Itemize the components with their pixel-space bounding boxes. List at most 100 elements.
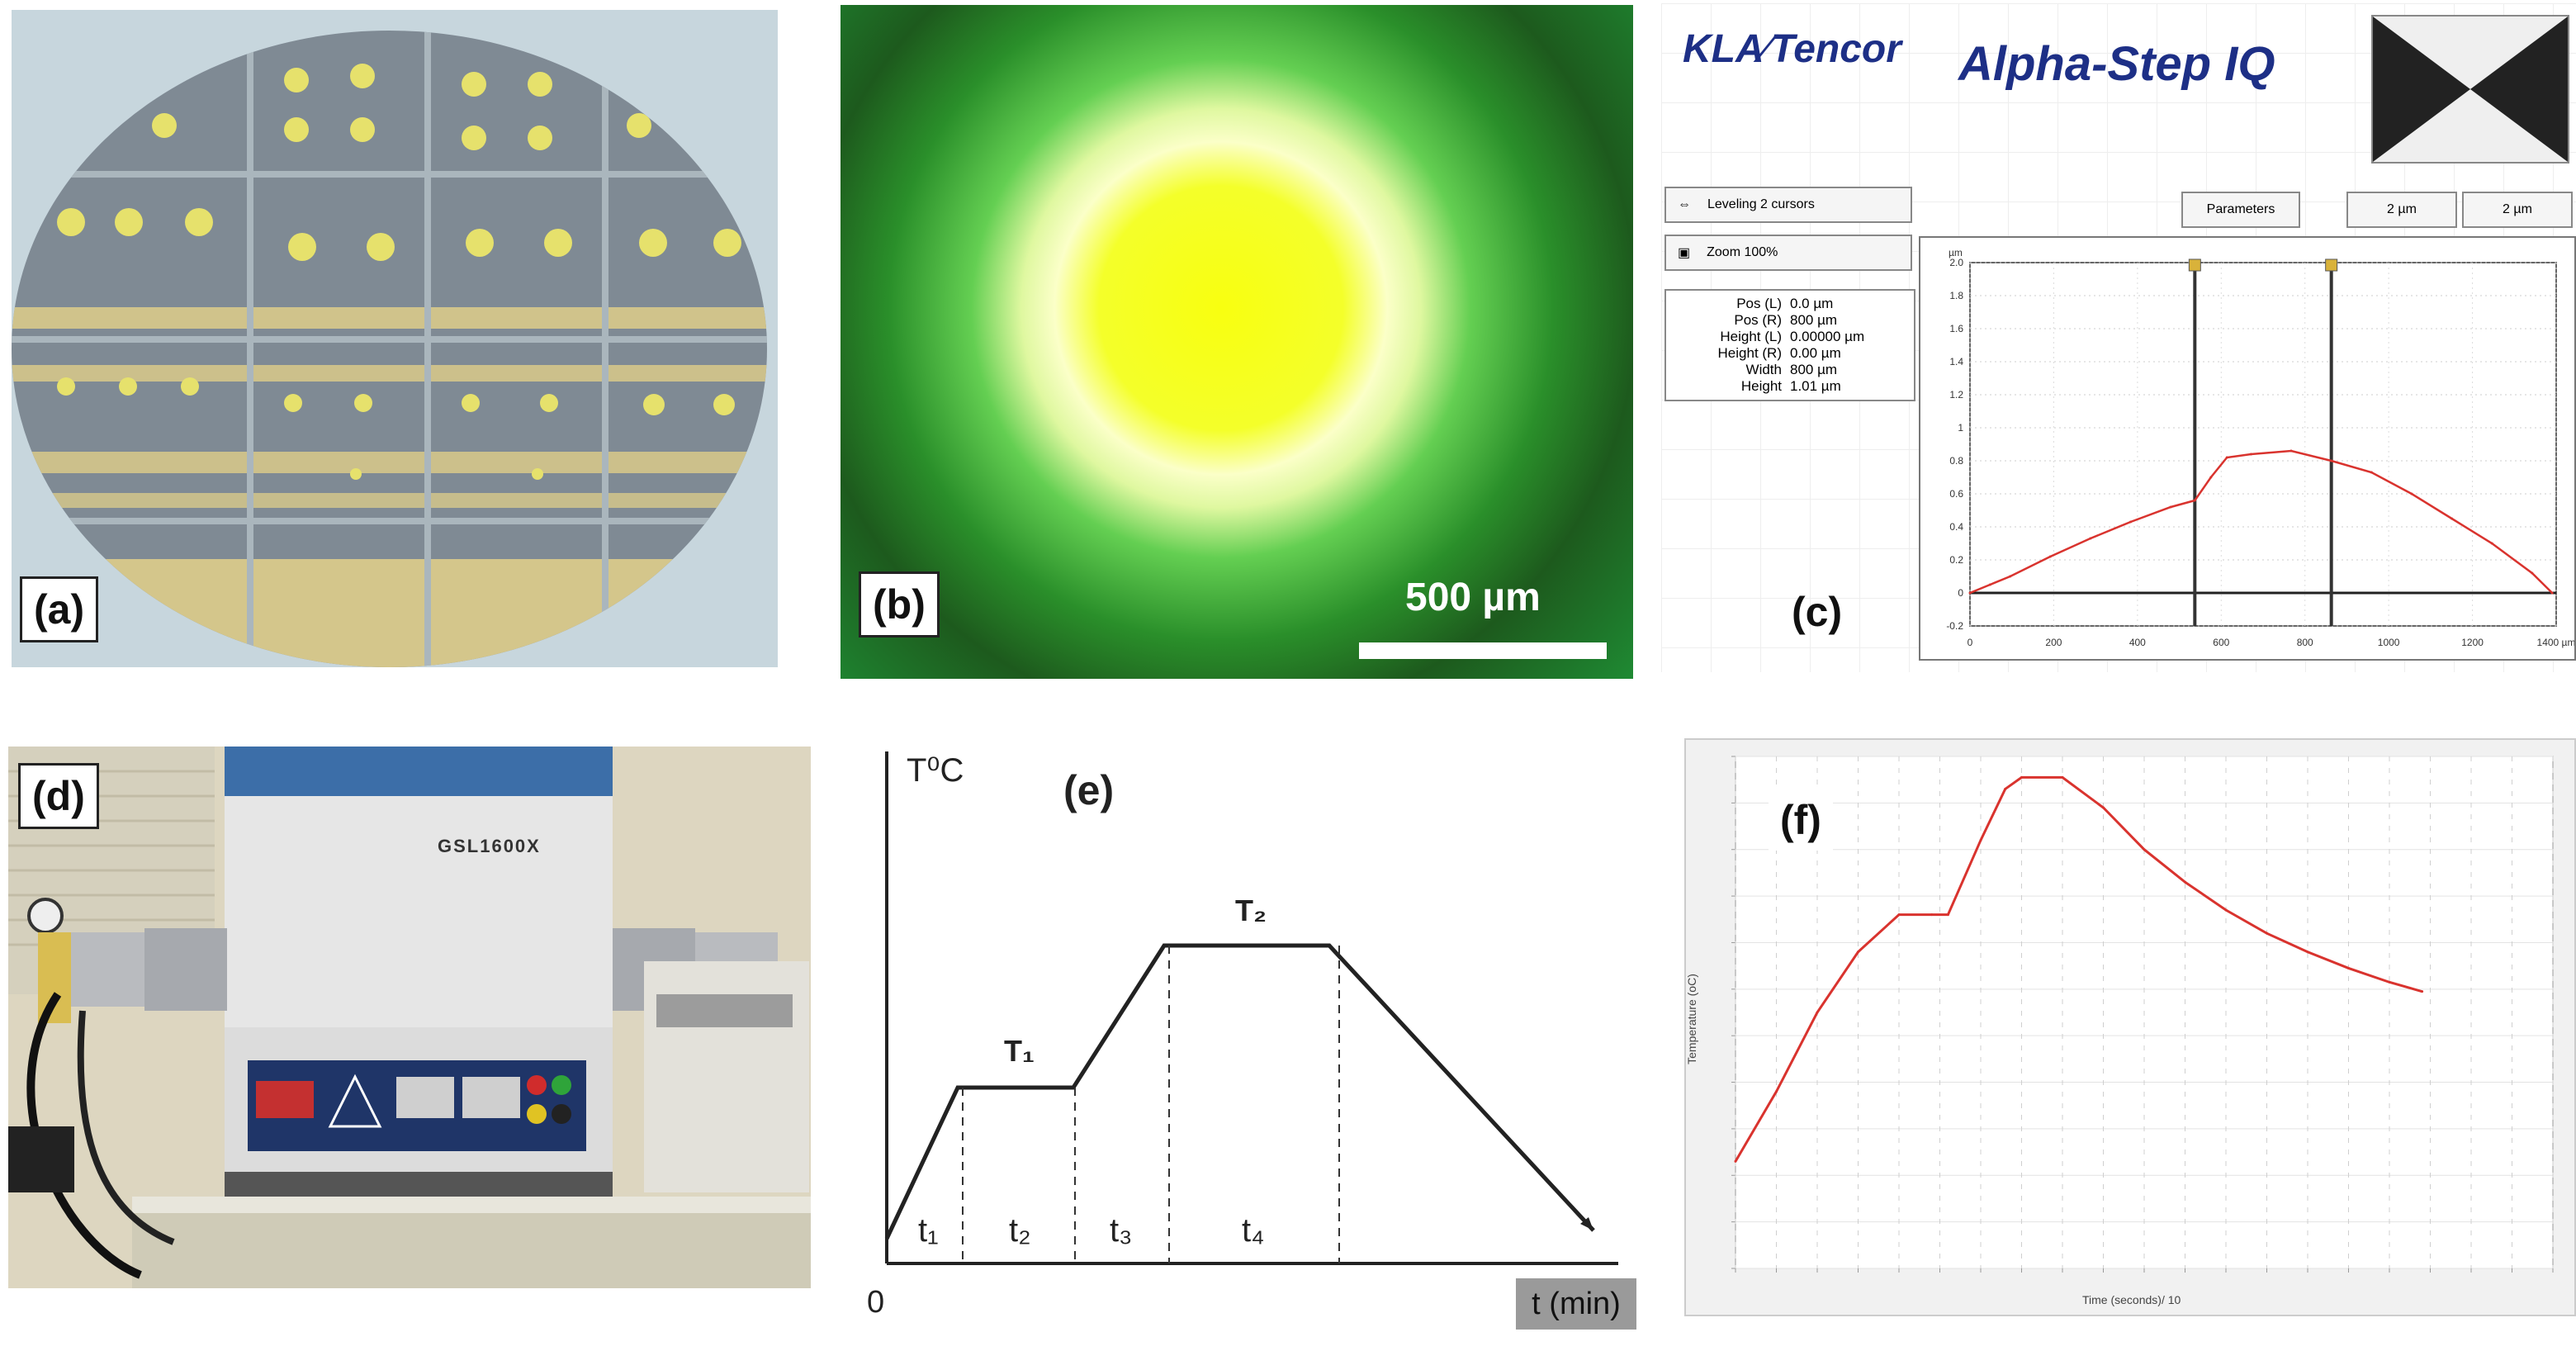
y-tick-label: -0.2 (1946, 620, 1963, 632)
axis-y-label-f: Temperature (oC) (1684, 974, 1698, 1064)
temperature-point (1734, 1159, 1737, 1163)
level-t2: T₂ (1235, 894, 1267, 927)
temperature-point (2266, 931, 2268, 935)
cursor-handle[interactable] (2188, 258, 2201, 272)
temperature-point (2388, 980, 2391, 984)
panel-label-e: (e) (1063, 767, 1115, 813)
x-tick-label: 200 (2045, 637, 2062, 648)
level-t1: T₁ (1004, 1034, 1035, 1068)
panel-label-c: (c) (1792, 589, 1843, 635)
param-row: Height 1.01 µm (1740, 378, 1841, 394)
y-tick-label: 0.2 (1949, 554, 1963, 566)
scale-bar (1359, 642, 1607, 659)
parameters-button[interactable]: Parameters (2181, 192, 2300, 228)
temperature-point (2004, 787, 2007, 790)
temperature-point (2421, 990, 2424, 993)
profile-point (2550, 591, 2554, 595)
interval-t4: t₄ (1242, 1212, 1265, 1249)
profile-point (2169, 505, 2172, 509)
y-tick-label: 1.6 (1949, 323, 1963, 334)
param-row: Pos (R) 800 µm (1734, 312, 1838, 328)
profile-point (2009, 575, 2012, 578)
furnace-illustration (8, 747, 811, 1288)
profile-point (2089, 537, 2092, 540)
y-tick-label: 2.0 (1949, 257, 1963, 268)
temperature-point (1946, 913, 1949, 917)
scale-x-button[interactable]: 2 µm (2346, 192, 2457, 228)
temperature-series-line (1734, 775, 2423, 1163)
y-tick-label: 1.4 (1949, 356, 1963, 367)
axis-y-label: T⁰C (907, 752, 964, 789)
temperature-point (1897, 913, 1901, 917)
param-row: Height (R) 0.00 µm (1717, 345, 1841, 361)
product-title: Alpha-Step IQ (1958, 37, 2275, 91)
x-tick-label: 1400 µm (2537, 637, 2574, 648)
profile-point (2531, 571, 2534, 575)
profile-plot: 2.0 1.8 1.6 1.4 1.2 1 0.8 0.6 0.4 0.2 0 -0.2 0 200 400… (1946, 247, 2575, 648)
panel-b-optical-micrograph: (b) 500 µm (841, 5, 1633, 679)
y-tick-label: 0 (1958, 587, 1963, 599)
panel-e-heating-schematic: T⁰C (e) T₁ T₂ t₁ t₂ t₃ t₄ 0 t (min) (859, 735, 1643, 1338)
y-tick-label: 1.8 (1949, 290, 1963, 301)
profile-point (1988, 583, 1991, 586)
profile-point (2225, 456, 2228, 459)
temperature-point (1979, 838, 1982, 841)
temperature-point (1816, 1011, 1819, 1014)
panel-a-wafer-photo: (a) (12, 10, 778, 667)
param-row: Pos (L) 0.0 µm (1736, 296, 1834, 311)
x-tick-label: 1000 (2378, 637, 2400, 648)
zoom-icon: ▣ (1678, 246, 1691, 260)
scale-bar-label: 500 µm (1405, 576, 1541, 619)
leveling-icon: ⇔ (1678, 197, 1691, 211)
temperature-profile (884, 943, 1595, 1240)
plot-area (1969, 262, 2557, 627)
parameter-table: Pos (L) 0.0 µm Pos (R) 800 µm Height (L) 0.… (1664, 289, 1915, 401)
x-tick-label: 600 (2213, 637, 2229, 648)
profile-point (2048, 555, 2052, 558)
x-tick-label: 400 (2129, 637, 2146, 648)
y-tick-label: 0.6 (1949, 488, 1963, 500)
temperature-point (2347, 966, 2350, 969)
profile-series-line (1969, 449, 2554, 595)
profile-point (2410, 492, 2413, 495)
profile-point (2249, 453, 2252, 456)
panel-label-a: (a) (20, 576, 99, 642)
temperature-point (2102, 806, 2105, 809)
cursor-handle[interactable] (2325, 258, 2338, 272)
profile-point (2370, 471, 2373, 474)
interval-t3: t₃ (1110, 1212, 1133, 1249)
leveling-button[interactable]: ⇔ Leveling 2 cursors (1664, 187, 1912, 223)
profile-point (1968, 591, 1972, 595)
temperature-point (2184, 880, 2186, 884)
temperature-point (1857, 950, 1859, 954)
panel-f-temperature-log: Temperature (oC) Time (seconds)/ 10 (f) (1684, 738, 2576, 1316)
profile-point (2129, 520, 2133, 524)
x-tick-label: 1200 (2461, 637, 2484, 648)
panel-label-b: (b) (859, 571, 940, 638)
temperature-plot (1731, 756, 2554, 1273)
heating-profile-diagram (884, 751, 1618, 1265)
temperature-point (2306, 950, 2309, 954)
panel-c-profilometer-screen: KLA⁄Tencor Alpha-Step IQ ⇔ Leveling 2 cu… (1661, 3, 2576, 672)
y-tick-label: 1.2 (1949, 389, 1963, 401)
temperature-point (2143, 848, 2146, 851)
temperature-point (1775, 1090, 1778, 1093)
profile-point (2451, 517, 2454, 520)
x-tick-label: 800 (2297, 637, 2313, 648)
temperature-point (2224, 908, 2228, 912)
profile-point (2290, 449, 2293, 453)
axis-x-label-f: Time (seconds)/ 10 (2082, 1293, 2181, 1306)
panel-label-d: (d) (18, 763, 99, 829)
sensor-thumbnail (2371, 15, 2569, 164)
profile-point (2193, 499, 2196, 502)
wafer (12, 31, 767, 667)
interval-t2: t₂ (1009, 1212, 1031, 1249)
x-tick-label: 0 (1968, 637, 1973, 648)
zoom-button[interactable]: ▣ Zoom 100% (1664, 235, 1912, 271)
brand-logo: KLA⁄Tencor (1683, 27, 1901, 71)
profile-point (2209, 476, 2213, 479)
scale-y-button[interactable]: 2 µm (2462, 192, 2573, 228)
y-tick-label: 0.8 (1949, 455, 1963, 467)
furnace-model-label: GSL1600X (438, 836, 541, 856)
interval-t1: t₁ (918, 1212, 939, 1249)
